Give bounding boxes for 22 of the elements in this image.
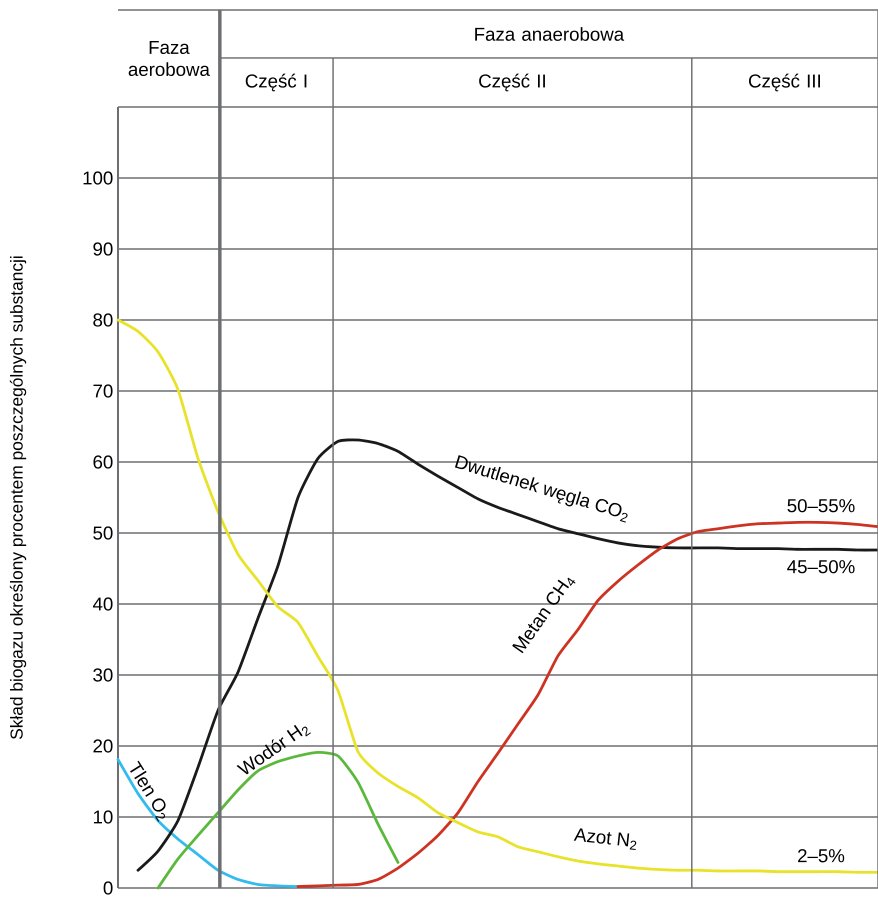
text: Część I: [246, 74, 306, 92]
text: Faza anaerobowa: [475, 27, 624, 41]
y-tick-label: 70: [93, 384, 113, 398]
y-tick-label: 10: [94, 810, 113, 824]
text: Faza aerobowa: [128, 40, 210, 76]
text: Część II: [479, 74, 545, 92]
y-tick-label: 60: [93, 455, 113, 469]
y-tick-label: 20: [93, 739, 113, 753]
y-axis-title: Skład biogazu określony procentem poszczególnych substancji: [10, 256, 26, 740]
text: Część III: [749, 74, 820, 92]
annotation: 2–5%: [798, 849, 844, 862]
annotation: 45–50%: [787, 560, 855, 574]
text: Azot N$_{2}$: [574, 828, 636, 850]
y-tick-label: 30: [93, 668, 113, 682]
y-tick-label: 90: [93, 242, 113, 256]
y-tick-label: 40: [92, 597, 113, 611]
y-tick-label: 0: [104, 881, 113, 895]
y-tick-label: 80: [93, 313, 113, 327]
y-tick-label: 100: [84, 171, 113, 185]
y-tick-label: 50: [93, 526, 113, 540]
line-series: [116, 318, 878, 874]
annotation: 50–55%: [787, 499, 855, 512]
